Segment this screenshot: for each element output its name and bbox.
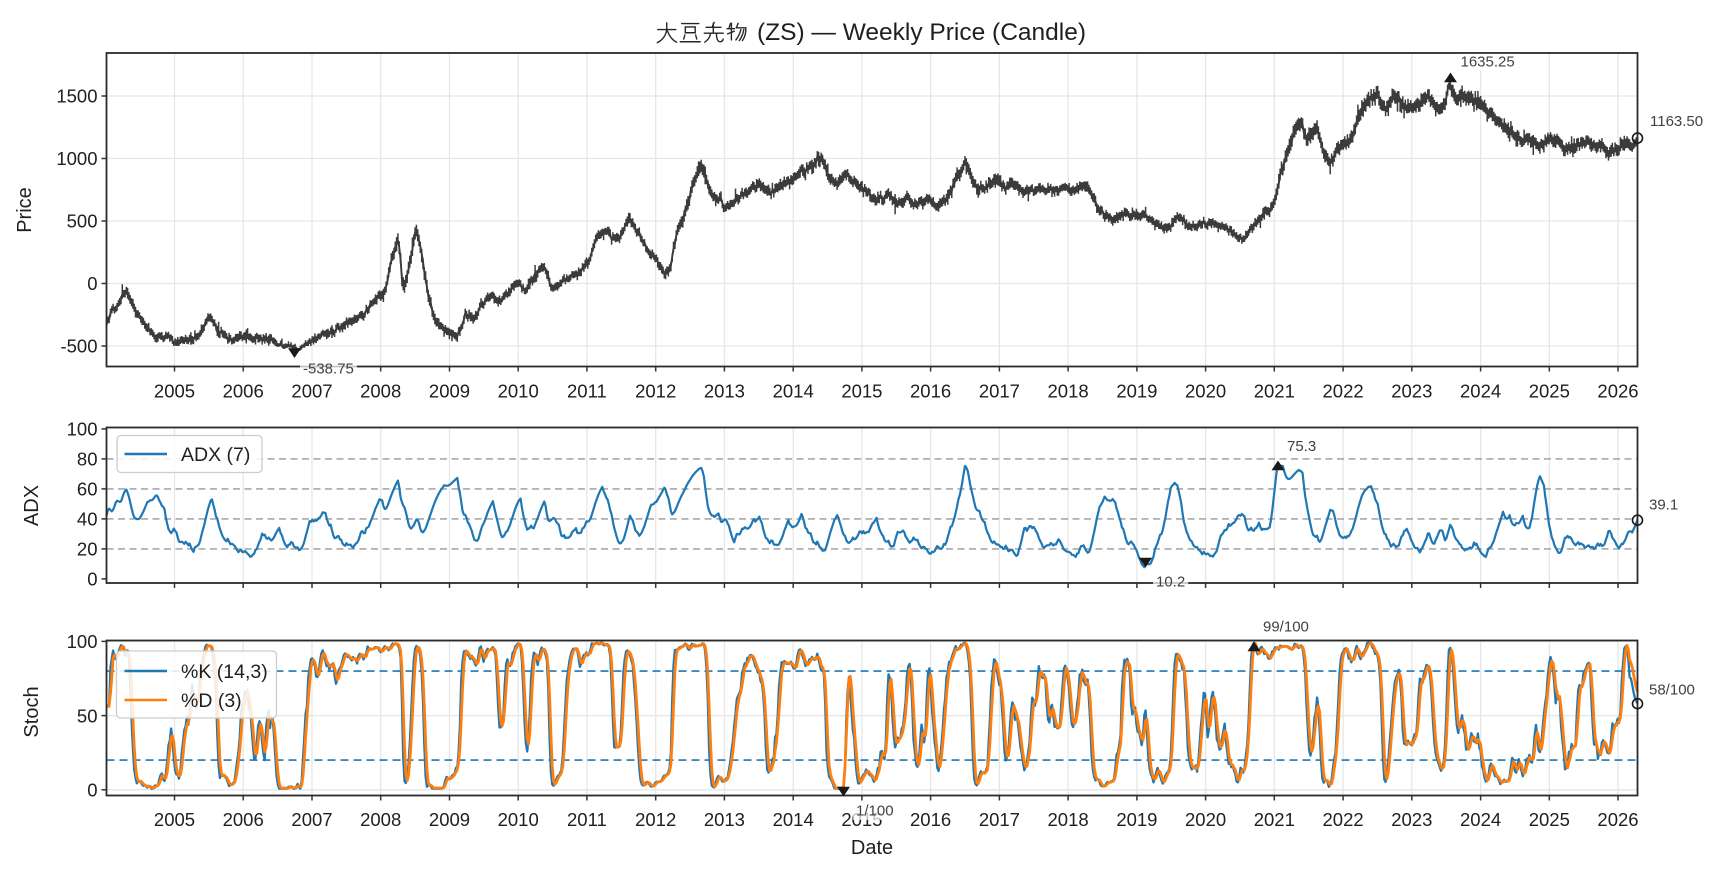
svg-text:2018: 2018: [1048, 381, 1089, 402]
svg-text:-538.75: -538.75: [303, 361, 354, 378]
svg-text:2008: 2008: [360, 809, 401, 830]
svg-text:2022: 2022: [1323, 381, 1364, 402]
svg-text:2015: 2015: [841, 381, 882, 402]
svg-text:99/100: 99/100: [1263, 619, 1309, 636]
svg-text:Date: Date: [851, 837, 893, 859]
svg-text:2009: 2009: [429, 381, 470, 402]
svg-text:2024: 2024: [1460, 381, 1501, 402]
svg-text:2013: 2013: [704, 381, 745, 402]
svg-text:2010: 2010: [498, 381, 539, 402]
svg-text:2026: 2026: [1597, 809, 1638, 830]
svg-text:2019: 2019: [1116, 381, 1157, 402]
svg-text:2006: 2006: [223, 381, 264, 402]
svg-text:50: 50: [77, 705, 98, 726]
svg-text:100: 100: [67, 419, 98, 440]
svg-text:0: 0: [87, 273, 97, 294]
svg-text:2009: 2009: [429, 809, 470, 830]
svg-text:2006: 2006: [223, 809, 264, 830]
svg-text:2018: 2018: [1048, 809, 1089, 830]
svg-text:1500: 1500: [56, 86, 97, 107]
svg-text:2023: 2023: [1391, 381, 1432, 402]
svg-text:60: 60: [77, 479, 98, 500]
svg-text:ADX (7): ADX (7): [181, 444, 250, 466]
svg-text:2014: 2014: [773, 809, 814, 830]
svg-text:2016: 2016: [910, 809, 951, 830]
svg-text:2005: 2005: [154, 381, 195, 402]
svg-text:(ZS) — Weekly Price (Candle): (ZS) — Weekly Price (Candle): [757, 19, 1086, 46]
svg-text:1163.50: 1163.50: [1650, 113, 1703, 130]
svg-text:2026: 2026: [1597, 381, 1638, 402]
svg-text:2024: 2024: [1460, 809, 1501, 830]
svg-text:2007: 2007: [291, 381, 332, 402]
svg-text:2019: 2019: [1116, 809, 1157, 830]
svg-text:-500: -500: [60, 336, 97, 357]
svg-text:0: 0: [87, 780, 97, 801]
svg-text:%K (14,3): %K (14,3): [181, 661, 268, 683]
svg-text:2008: 2008: [360, 381, 401, 402]
svg-text:2014: 2014: [773, 381, 814, 402]
svg-text:1/100: 1/100: [856, 803, 894, 820]
svg-text:80: 80: [77, 449, 98, 470]
svg-text:%D (3): %D (3): [181, 690, 242, 712]
svg-text:1000: 1000: [56, 148, 97, 169]
svg-text:2012: 2012: [635, 809, 676, 830]
svg-text:2011: 2011: [567, 381, 607, 402]
svg-text:10.2: 10.2: [1156, 574, 1185, 591]
svg-text:75.3: 75.3: [1287, 438, 1316, 455]
svg-text:2020: 2020: [1185, 809, 1226, 830]
svg-text:2017: 2017: [979, 809, 1020, 830]
svg-text:2010: 2010: [498, 809, 539, 830]
svg-text:2021: 2021: [1254, 809, 1295, 830]
svg-text:2023: 2023: [1391, 809, 1432, 830]
svg-text:40: 40: [77, 509, 98, 530]
svg-text:2011: 2011: [567, 809, 607, 830]
svg-text:2017: 2017: [979, 381, 1020, 402]
svg-text:100: 100: [67, 631, 98, 652]
svg-text:Price: Price: [14, 187, 36, 233]
svg-text:2020: 2020: [1185, 381, 1226, 402]
svg-text:2022: 2022: [1323, 809, 1364, 830]
svg-text:1635.25: 1635.25: [1461, 54, 1515, 71]
svg-text:0: 0: [87, 569, 97, 590]
svg-text:ADX: ADX: [21, 485, 43, 526]
svg-text:2025: 2025: [1529, 381, 1570, 402]
svg-text:20: 20: [77, 539, 98, 560]
svg-text:58/100: 58/100: [1649, 682, 1695, 699]
svg-text:2013: 2013: [704, 809, 745, 830]
svg-text:2007: 2007: [291, 809, 332, 830]
svg-text:2021: 2021: [1254, 381, 1295, 402]
svg-text:2016: 2016: [910, 381, 951, 402]
svg-text:39.1: 39.1: [1649, 497, 1678, 514]
svg-text:2005: 2005: [154, 809, 195, 830]
svg-text:2025: 2025: [1529, 809, 1570, 830]
svg-text:500: 500: [67, 211, 98, 232]
svg-text:Stoch: Stoch: [21, 686, 43, 737]
svg-text:2012: 2012: [635, 381, 676, 402]
